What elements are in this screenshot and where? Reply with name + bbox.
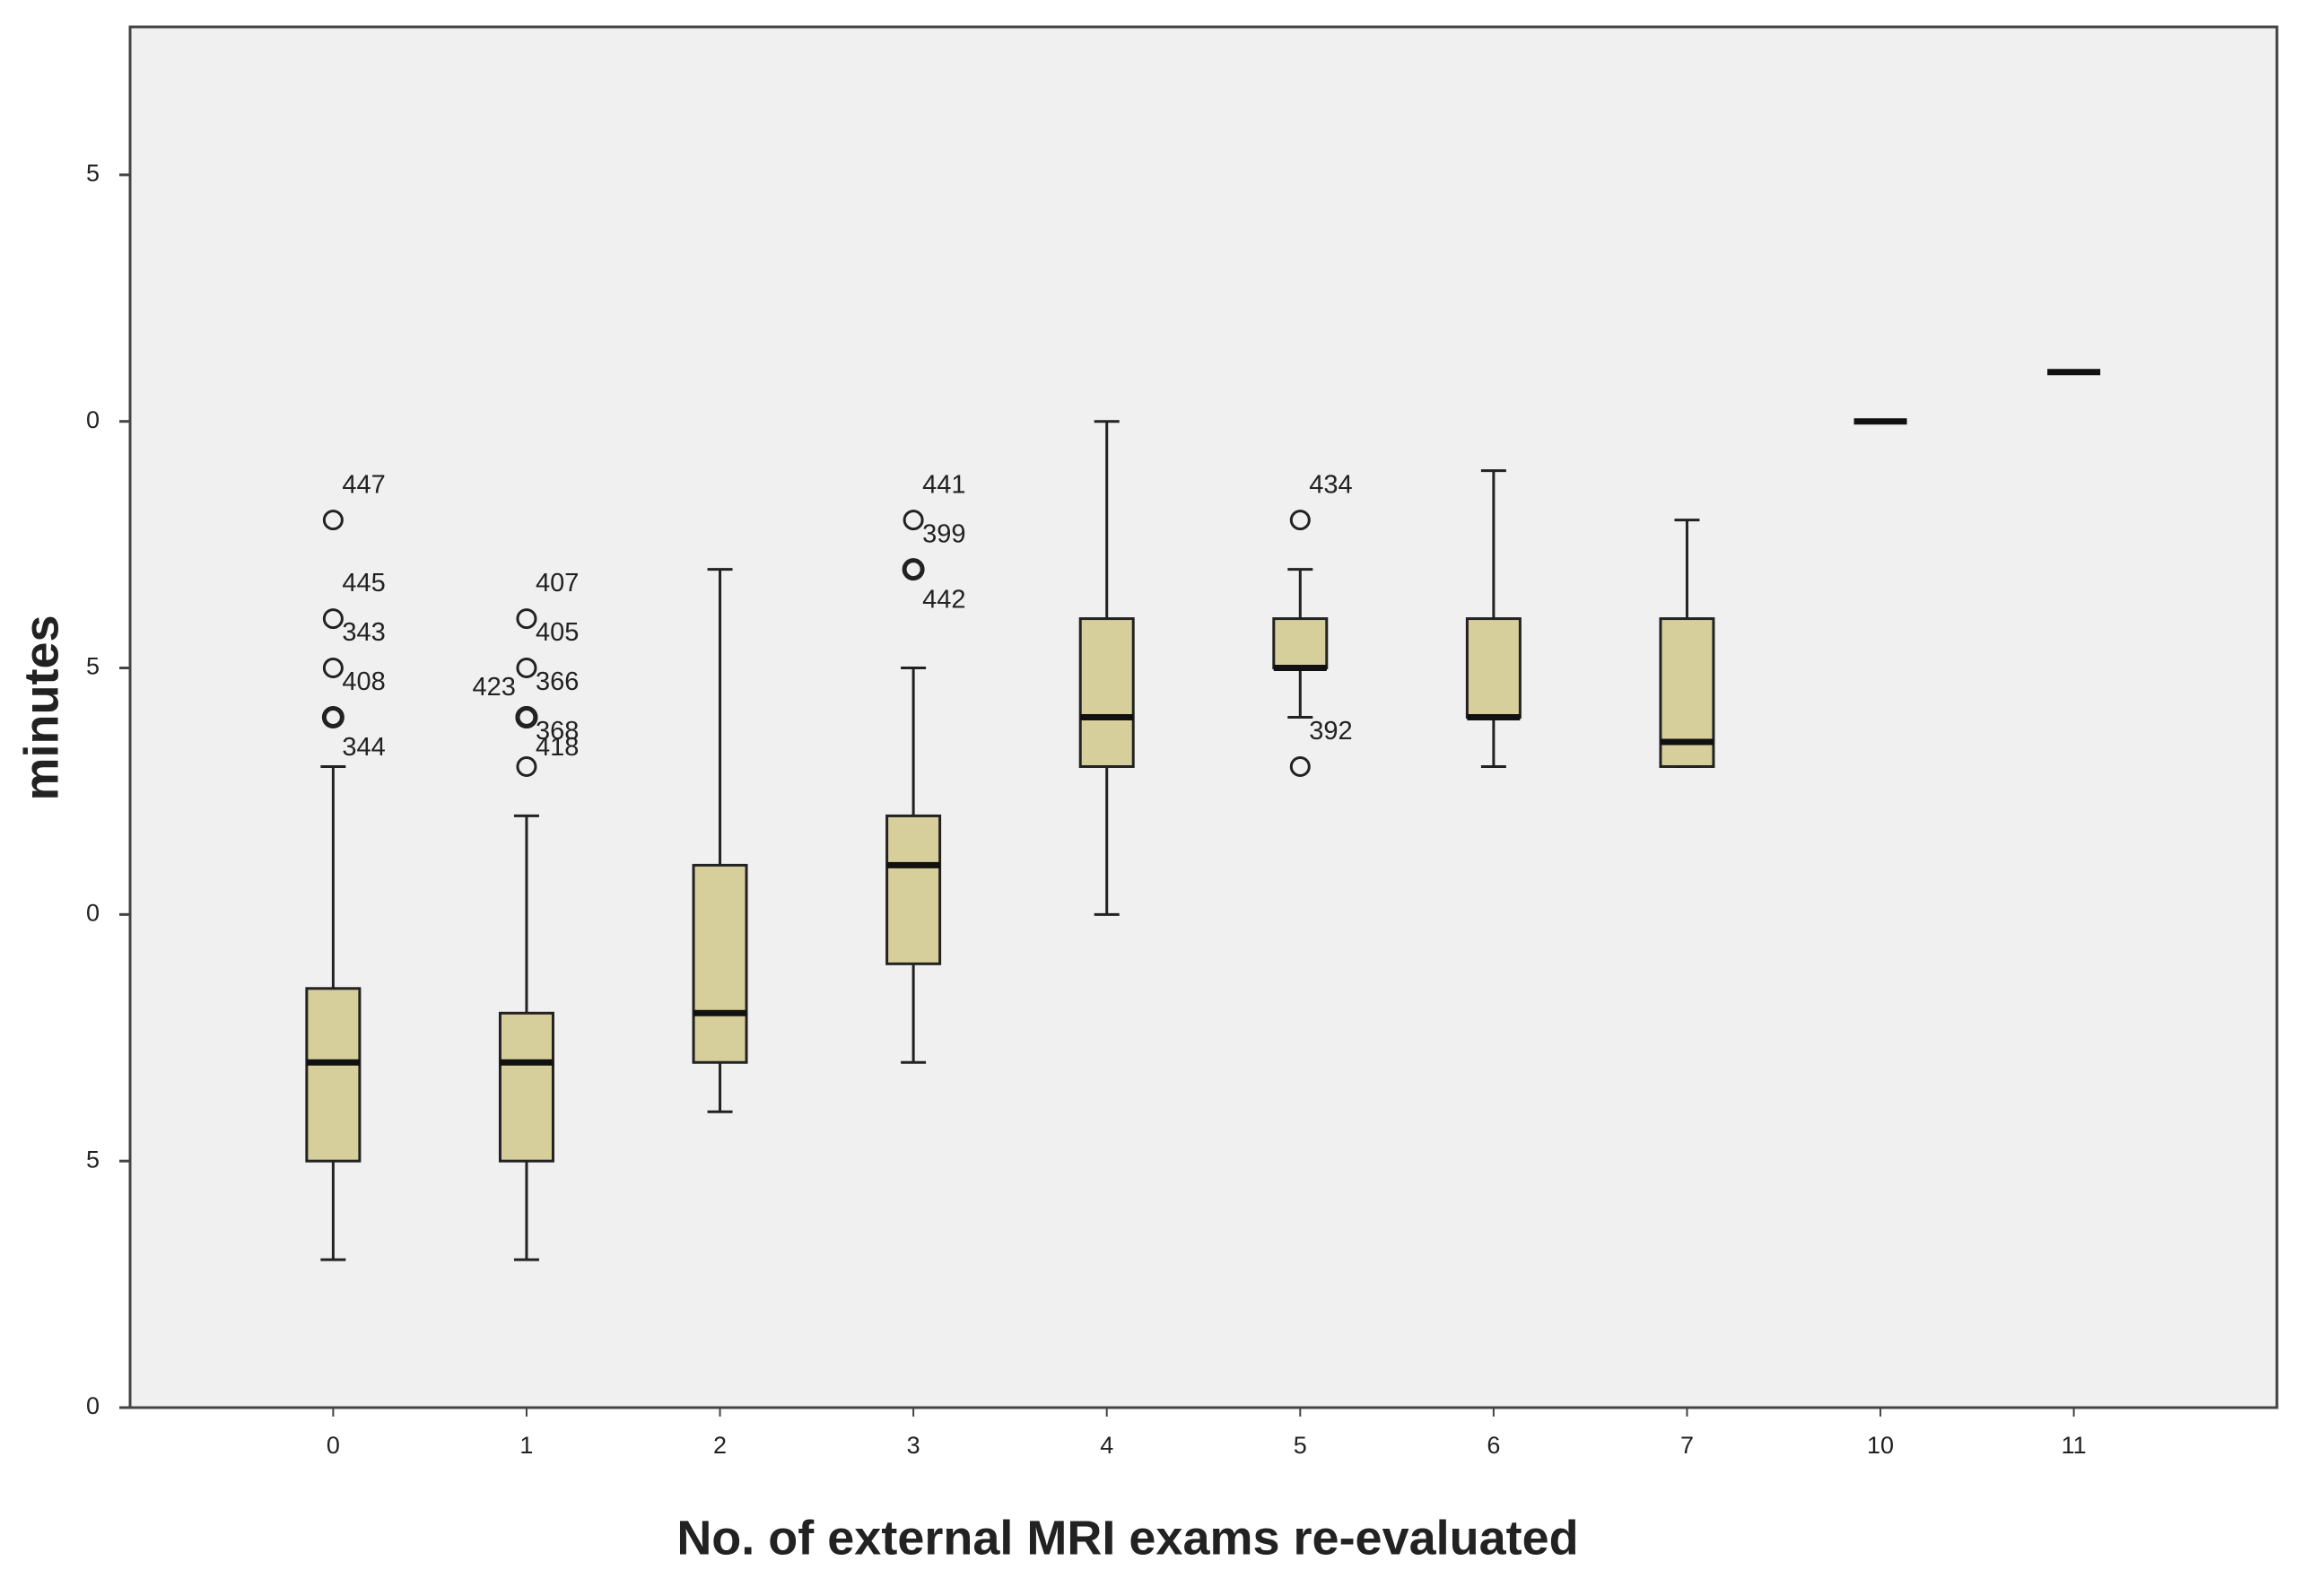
x-tick-label: 2 xyxy=(713,1432,727,1459)
y-tick-label: 5 xyxy=(86,653,100,680)
outlier-label: 408 xyxy=(342,667,385,696)
outlier-label: 368 xyxy=(536,717,579,746)
outlier xyxy=(322,658,344,679)
y-tick-label: 0 xyxy=(86,1392,100,1419)
outlier-label: 445 xyxy=(342,569,385,597)
x-tick-label: 11 xyxy=(2062,1432,2087,1459)
outlier xyxy=(321,706,344,728)
outlier-label: 392 xyxy=(1309,717,1352,746)
outlier-label: 343 xyxy=(342,618,385,647)
x-tick-label: 5 xyxy=(1294,1432,1307,1459)
outlier xyxy=(516,755,537,777)
x-tick-label: 3 xyxy=(907,1432,920,1459)
box xyxy=(1465,617,1522,719)
outlier-label: 418 xyxy=(536,733,579,762)
outlier xyxy=(322,510,344,531)
outlier-label: 442 xyxy=(922,585,965,614)
y-axis-title: minutes xyxy=(14,615,68,800)
x-tick-label: 4 xyxy=(1100,1432,1113,1459)
outlier-label: 405 xyxy=(536,618,579,647)
y-tick-label: 0 xyxy=(86,899,100,926)
outlier xyxy=(903,510,924,531)
outlier-label: 447 xyxy=(342,470,385,499)
outlier xyxy=(902,558,925,581)
y-tick-label: 5 xyxy=(86,160,100,187)
x-tick-label: 0 xyxy=(327,1432,340,1459)
outlier xyxy=(322,608,344,630)
outlier xyxy=(515,706,538,728)
x-tick-label: 1 xyxy=(519,1432,533,1459)
y-tick-label: 5 xyxy=(86,1146,100,1173)
y-tick-label: 0 xyxy=(86,406,100,433)
box xyxy=(498,1011,554,1163)
box xyxy=(305,987,362,1163)
outlier-label: 407 xyxy=(536,569,579,597)
x-tick-label: 10 xyxy=(1867,1432,1894,1459)
outlier xyxy=(516,658,537,679)
outlier xyxy=(1289,510,1311,531)
outlier-label: 423 xyxy=(473,673,516,702)
outlier xyxy=(516,608,537,630)
outlier xyxy=(1289,755,1311,777)
outlier-label: 399 xyxy=(922,519,965,548)
box xyxy=(692,863,748,1064)
outlier-label: 441 xyxy=(922,470,965,499)
outlier-label: 344 xyxy=(342,733,385,762)
plot-area xyxy=(128,25,2279,1409)
x-tick-label: 7 xyxy=(1680,1432,1694,1459)
box xyxy=(1078,617,1135,768)
box xyxy=(885,814,942,965)
outlier-label: 366 xyxy=(536,667,579,696)
x-tick-label: 6 xyxy=(1487,1432,1500,1459)
outlier-label: 434 xyxy=(1309,470,1352,499)
box xyxy=(1272,617,1329,670)
x-axis-title: No. of external MRI exams re-evaluated xyxy=(676,1511,1578,1565)
